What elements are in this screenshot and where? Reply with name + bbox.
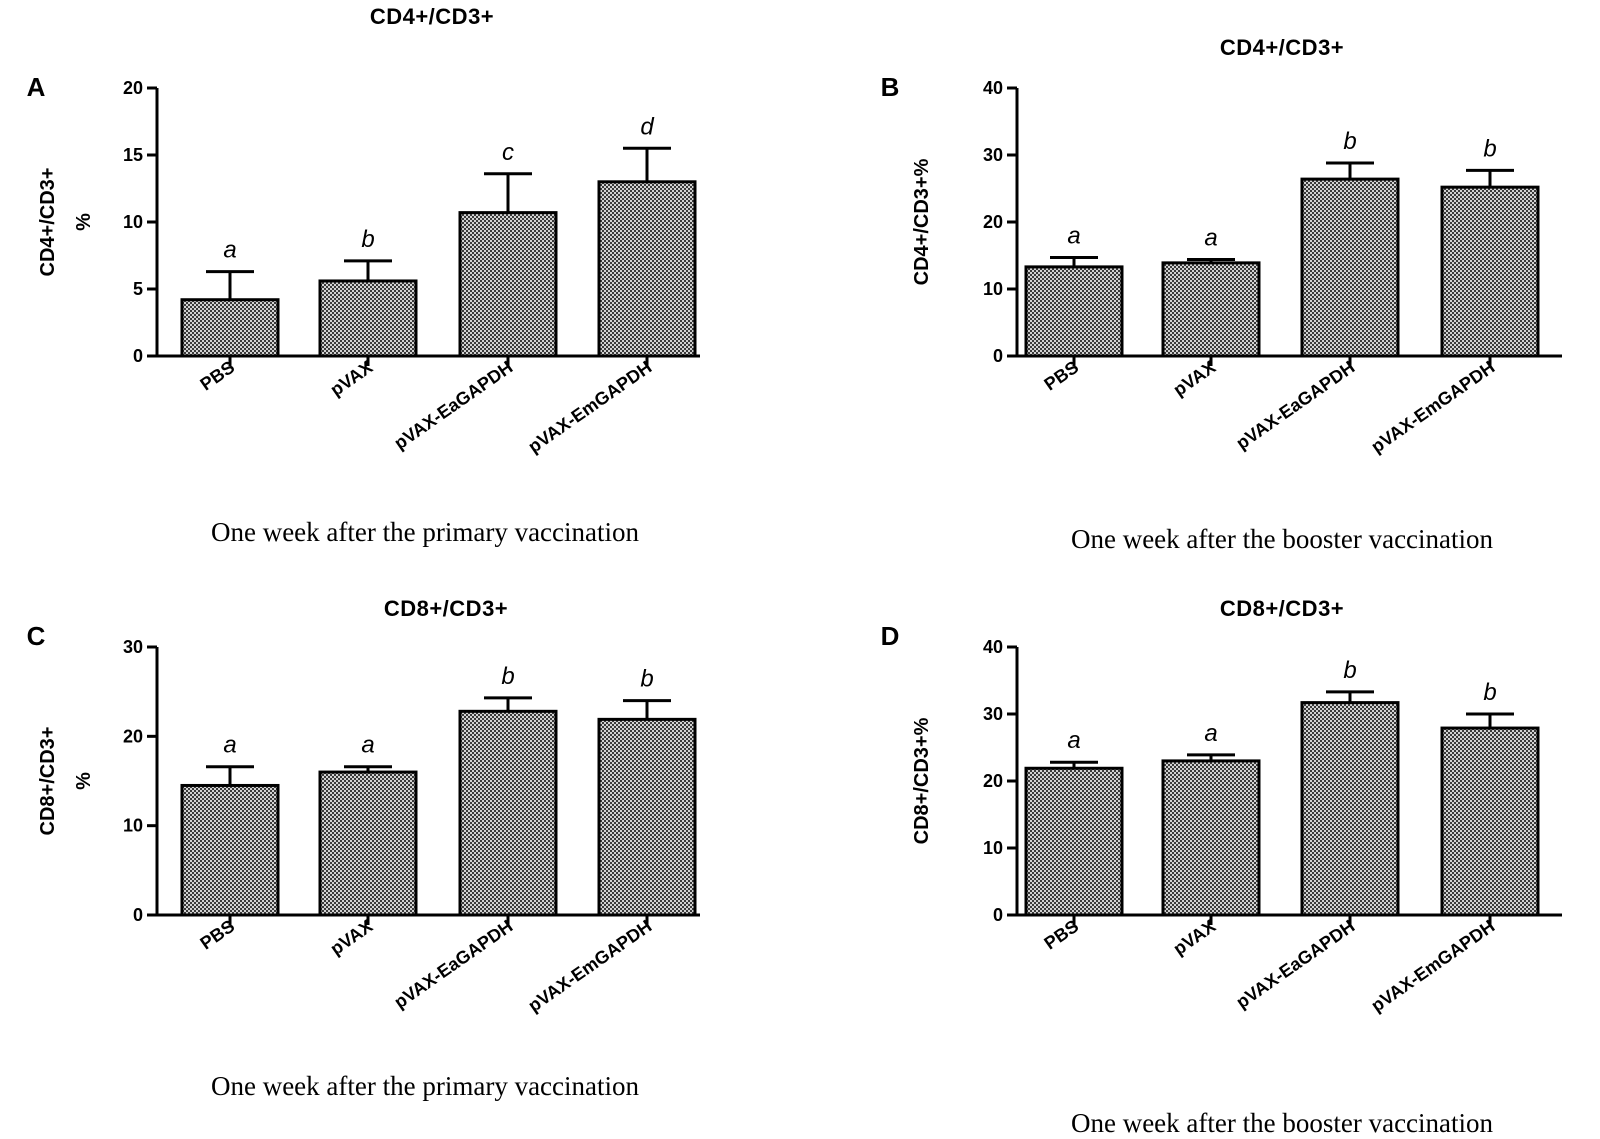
bar-pvax-eagapdh bbox=[458, 211, 558, 358]
significance-label: b bbox=[640, 666, 653, 693]
significance-label: a bbox=[223, 237, 236, 264]
y-tick-label: 30 bbox=[123, 637, 143, 657]
significance-label: a bbox=[361, 732, 374, 759]
category-label: PBS bbox=[197, 916, 239, 954]
y-tick-label: 10 bbox=[983, 838, 1003, 858]
bar-pvax-emgapdh bbox=[597, 180, 697, 358]
panel-letter: B bbox=[881, 72, 900, 102]
bar-pvax-eagapdh bbox=[1300, 701, 1400, 917]
y-tick-label: 30 bbox=[983, 704, 1003, 724]
significance-label: b bbox=[361, 226, 374, 253]
category-label: pVAX-EmGAPDH bbox=[1367, 916, 1498, 1016]
y-tick-label: 15 bbox=[123, 145, 143, 165]
category-label: pVAX bbox=[327, 916, 377, 959]
chart-title: CD4+/CD3+ bbox=[370, 4, 494, 29]
bar-pvax-emgapdh bbox=[597, 717, 697, 917]
significance-label: b bbox=[1343, 657, 1356, 684]
y-tick-label: 10 bbox=[123, 212, 143, 232]
panel-d: D CD8+/CD3+ 0 10 20 30 40 CD8+/CD3+% a PBS a pVAX b p… bbox=[881, 596, 1562, 1138]
significance-label: a bbox=[1204, 720, 1217, 747]
bar-pbs bbox=[180, 783, 280, 917]
y-tick-label: 0 bbox=[993, 346, 1003, 366]
panel-letter: A bbox=[27, 72, 46, 102]
y-tick-label: 0 bbox=[993, 905, 1003, 925]
bar-pbs bbox=[1024, 265, 1124, 358]
panel-letter: D bbox=[881, 621, 900, 651]
significance-label: b bbox=[501, 663, 514, 690]
panel-b: B CD4+/CD3+ 0 10 20 30 40 CD4+/CD3+% a PBS a pVAX b p… bbox=[881, 35, 1562, 554]
y-tick-label: 20 bbox=[123, 78, 143, 98]
category-label: pVAX-EaGAPDH bbox=[1232, 916, 1358, 1013]
chart-title: CD8+/CD3+ bbox=[384, 596, 508, 621]
y-tick-label: 20 bbox=[983, 771, 1003, 791]
category-label: pVAX-EmGAPDH bbox=[524, 916, 655, 1016]
category-label: pVAX-EmGAPDH bbox=[1367, 357, 1498, 457]
bar-pbs bbox=[1024, 766, 1124, 917]
x-axis-caption: One week after the primary vaccination bbox=[211, 1071, 640, 1101]
category-label: pVAX-EaGAPDH bbox=[390, 357, 516, 454]
panel-letter: C bbox=[27, 621, 46, 651]
significance-label: b bbox=[1483, 679, 1496, 706]
category-label: pVAX bbox=[1170, 916, 1220, 959]
y-axis-label: CD4+/CD3+ bbox=[37, 168, 59, 277]
category-label: PBS bbox=[1041, 357, 1083, 395]
y-axis-label-unit: % bbox=[73, 772, 95, 790]
bar-pvax-emgapdh bbox=[1440, 726, 1540, 917]
y-axis-label: CD8+/CD3+ bbox=[37, 727, 59, 836]
category-label: pVAX bbox=[1170, 357, 1220, 400]
panel-c: C CD8+/CD3+ 0 10 20 30 CD8+/CD3+ % a PBS a pVAX b pVA… bbox=[27, 596, 700, 1101]
bar-pvax bbox=[318, 279, 418, 358]
y-tick-label: 5 bbox=[133, 279, 143, 299]
chart-title: CD4+/CD3+ bbox=[1220, 35, 1344, 60]
significance-label: a bbox=[1204, 225, 1217, 252]
bar-pvax-eagapdh bbox=[1300, 177, 1400, 358]
category-label: pVAX-EaGAPDH bbox=[390, 916, 516, 1013]
category-label: PBS bbox=[1041, 916, 1083, 954]
category-label: pVAX-EmGAPDH bbox=[524, 357, 655, 457]
y-tick-label: 10 bbox=[123, 816, 143, 836]
significance-label: d bbox=[640, 113, 654, 140]
bar-pvax bbox=[1161, 261, 1261, 358]
y-tick-label: 40 bbox=[983, 637, 1003, 657]
x-axis-caption: One week after the booster vaccination bbox=[1071, 1108, 1494, 1138]
y-tick-label: 10 bbox=[983, 279, 1003, 299]
category-label: pVAX bbox=[327, 357, 377, 400]
y-axis-label: CD8+/CD3+% bbox=[911, 717, 933, 844]
y-tick-label: 30 bbox=[983, 145, 1003, 165]
x-axis-caption: One week after the booster vaccination bbox=[1071, 524, 1494, 554]
bar-pbs bbox=[180, 298, 280, 358]
bar-pvax-eagapdh bbox=[458, 709, 558, 917]
significance-label: b bbox=[1483, 135, 1496, 162]
bar-pvax bbox=[318, 770, 418, 917]
y-tick-label: 0 bbox=[133, 346, 143, 366]
significance-label: c bbox=[502, 139, 514, 166]
y-tick-label: 20 bbox=[123, 726, 143, 746]
bar-pvax bbox=[1161, 759, 1261, 917]
y-tick-label: 0 bbox=[133, 905, 143, 925]
category-label: PBS bbox=[197, 357, 239, 395]
significance-label: b bbox=[1343, 128, 1356, 155]
significance-label: a bbox=[223, 732, 236, 759]
y-axis-label-unit: % bbox=[73, 213, 95, 231]
chart-title: CD8+/CD3+ bbox=[1220, 596, 1344, 621]
y-tick-label: 40 bbox=[983, 78, 1003, 98]
significance-label: a bbox=[1067, 727, 1080, 754]
panel-a: A CD4+/CD3+ 0 5 10 15 20 CD4+/CD3+ % a PBS b pVAX c pV… bbox=[27, 4, 700, 547]
bar-pvax-emgapdh bbox=[1440, 185, 1540, 358]
y-axis-label: CD4+/CD3+% bbox=[911, 158, 933, 285]
y-tick-label: 20 bbox=[983, 212, 1003, 232]
significance-label: a bbox=[1067, 223, 1080, 250]
category-label: pVAX-EaGAPDH bbox=[1232, 357, 1358, 454]
x-axis-caption: One week after the primary vaccination bbox=[211, 517, 640, 547]
